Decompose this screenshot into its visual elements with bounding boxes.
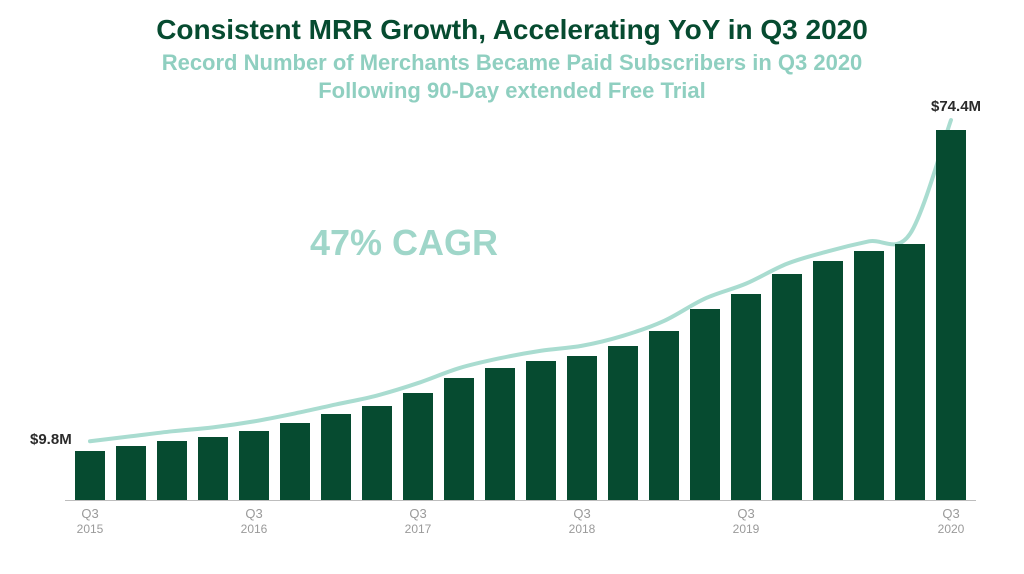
bar bbox=[772, 274, 802, 500]
bar bbox=[362, 406, 392, 500]
bar bbox=[198, 437, 228, 500]
bar bbox=[567, 356, 597, 500]
bar bbox=[608, 346, 638, 500]
x-tick-year: 2015 bbox=[60, 522, 120, 536]
bar bbox=[239, 431, 269, 500]
bar bbox=[116, 446, 146, 500]
x-tick-year: 2019 bbox=[716, 522, 776, 536]
x-tick-quarter: Q3 bbox=[716, 506, 776, 521]
start-value-label: $9.8M bbox=[30, 431, 72, 448]
bar bbox=[321, 414, 351, 500]
bar bbox=[485, 368, 515, 500]
bar bbox=[157, 441, 187, 500]
x-tick-quarter: Q3 bbox=[552, 506, 612, 521]
bar bbox=[526, 361, 556, 500]
bar bbox=[895, 244, 925, 500]
x-tick-year: 2020 bbox=[921, 522, 981, 536]
bar bbox=[936, 130, 966, 500]
bar bbox=[444, 378, 474, 500]
x-tick-quarter: Q3 bbox=[60, 506, 120, 521]
bar bbox=[649, 331, 679, 500]
bar bbox=[75, 451, 105, 500]
chart-container: Consistent MRR Growth, Accelerating YoY … bbox=[0, 0, 1024, 574]
x-tick-year: 2017 bbox=[388, 522, 448, 536]
x-axis-line bbox=[65, 500, 976, 501]
x-tick-year: 2018 bbox=[552, 522, 612, 536]
chart-subtitle-line-1: Record Number of Merchants Became Paid S… bbox=[0, 50, 1024, 76]
chart-subtitle-line-2: Following 90-Day extended Free Trial bbox=[0, 78, 1024, 104]
bar bbox=[731, 294, 761, 500]
x-tick-quarter: Q3 bbox=[224, 506, 284, 521]
bar bbox=[690, 309, 720, 500]
bar bbox=[813, 261, 843, 500]
x-tick-quarter: Q3 bbox=[921, 506, 981, 521]
x-tick-quarter: Q3 bbox=[388, 506, 448, 521]
bar bbox=[280, 423, 310, 500]
bar bbox=[403, 393, 433, 500]
x-tick-year: 2016 bbox=[224, 522, 284, 536]
bar-chart bbox=[75, 130, 955, 500]
bar bbox=[854, 251, 884, 500]
chart-title: Consistent MRR Growth, Accelerating YoY … bbox=[0, 14, 1024, 46]
end-value-label: $74.4M bbox=[931, 98, 981, 115]
